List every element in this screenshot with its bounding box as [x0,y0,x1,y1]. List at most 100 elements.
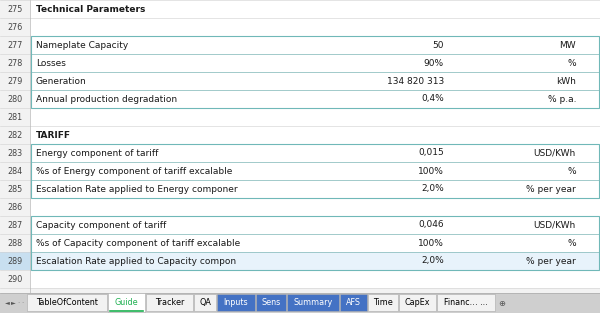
Text: CapEx: CapEx [405,298,430,307]
Bar [30,198,600,216]
Text: 278: 278 [7,59,23,68]
Text: Guide: Guide [115,298,139,307]
Text: 283: 283 [7,148,23,157]
Bar [217,294,255,311]
Text: Inputs: Inputs [224,298,248,307]
Bar [256,294,286,311]
Bar [399,294,436,311]
Bar [0,162,30,180]
Text: 50: 50 [433,40,444,49]
Text: AFS: AFS [346,298,361,307]
Text: ·: · [17,300,19,306]
Text: % p.a.: % p.a. [548,95,576,104]
Bar [30,126,600,144]
Text: %s of Energy component of tariff excalable: %s of Energy component of tariff excalab… [36,167,232,176]
Bar [0,0,30,18]
Text: 90%: 90% [424,59,444,68]
Bar [340,294,367,311]
Bar [437,294,495,311]
Bar [30,90,600,108]
Text: %: % [568,239,576,248]
Text: USD/KWh: USD/KWh [534,148,576,157]
Bar [30,180,600,198]
Text: Energy component of tariff: Energy component of tariff [36,148,158,157]
Bar [0,293,600,313]
Text: 287: 287 [7,220,23,229]
Text: USD/KWh: USD/KWh [534,220,576,229]
Bar [0,126,30,144]
Text: Nameplate Capacity: Nameplate Capacity [36,40,128,49]
Text: 134 820 313: 134 820 313 [387,76,444,85]
Bar [30,270,600,288]
Bar [30,0,600,18]
Text: 277: 277 [7,40,23,49]
Text: 281: 281 [7,112,23,121]
Text: Escalation Rate applied to Energy componer: Escalation Rate applied to Energy compon… [36,184,238,193]
Text: 280: 280 [7,95,23,104]
Bar [30,252,600,270]
Text: Summary: Summary [293,298,332,307]
Text: %s of Capacity component of tariff excalablе: %s of Capacity component of tariff excal… [36,239,240,248]
Bar [30,72,600,90]
Bar [0,90,30,108]
Text: 276: 276 [7,23,23,32]
Text: 100%: 100% [418,167,444,176]
Text: 282: 282 [7,131,23,140]
Bar [30,18,600,36]
Text: 288: 288 [7,239,23,248]
Text: Annual production degradation: Annual production degradation [36,95,177,104]
Bar [0,180,30,198]
Text: 100%: 100% [418,239,444,248]
Text: 290: 290 [7,275,23,284]
Bar [0,216,30,234]
Bar [0,18,30,36]
Bar [30,144,600,162]
Bar [30,234,600,252]
Bar [30,108,600,126]
Text: Tracker: Tracker [155,298,184,307]
Text: TableOfContent: TableOfContent [36,298,98,307]
Text: %: % [568,59,576,68]
Text: Sens: Sens [262,298,281,307]
Text: TARIFF: TARIFF [36,131,71,140]
Text: 284: 284 [7,167,23,176]
Text: Technical Parameters: Technical Parameters [36,4,145,13]
Text: 0,046: 0,046 [418,220,444,229]
Bar [0,270,30,288]
Text: QA: QA [199,298,211,307]
Bar [368,294,398,311]
Bar [0,144,30,162]
Text: %: % [568,167,576,176]
Bar [27,294,107,311]
Bar [0,234,30,252]
Text: 0,015: 0,015 [418,148,444,157]
Text: 279: 279 [7,76,23,85]
Bar [0,108,30,126]
Text: ⊕: ⊕ [499,299,505,307]
Text: % per year: % per year [526,256,576,265]
Bar [0,54,30,72]
Text: 289: 289 [7,256,23,265]
Text: Losses: Losses [36,59,66,68]
Text: 275: 275 [7,4,23,13]
Text: MW: MW [559,40,576,49]
Text: Capacity component of tariff: Capacity component of tariff [36,220,166,229]
Bar [146,294,193,311]
Text: % per year: % per year [526,184,576,193]
Bar [30,36,600,54]
Text: 285: 285 [7,184,23,193]
Bar [30,54,600,72]
Text: ·: · [21,300,23,306]
Bar [287,294,339,311]
Bar [31,144,599,198]
Text: Financ… ...: Financ… ... [444,298,488,307]
Bar [0,36,30,54]
Text: ◄: ◄ [5,300,10,305]
Bar [194,294,216,311]
Text: Time: Time [373,298,393,307]
Bar [30,216,600,234]
Bar [31,216,599,270]
Bar [0,198,30,216]
Bar [30,162,600,180]
Text: 286: 286 [7,203,23,212]
